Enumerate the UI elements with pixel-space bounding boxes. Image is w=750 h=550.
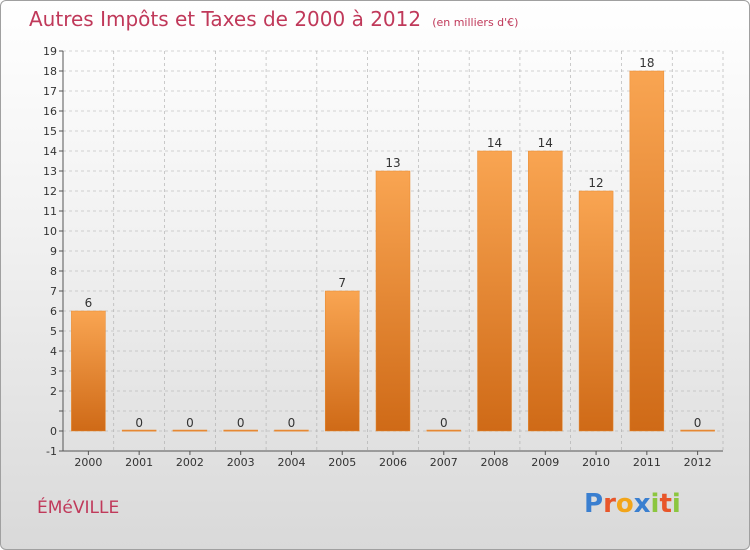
- y-tick-label: 14: [43, 145, 57, 158]
- logo-letter: P: [584, 489, 604, 519]
- commune-name: ÉMéVILLE: [37, 498, 120, 518]
- y-tick-label: 15: [43, 125, 57, 138]
- data-label: 14: [487, 136, 502, 150]
- x-tick-label: 2012: [684, 456, 712, 469]
- x-tick-label: 2001: [125, 456, 153, 469]
- proxiti-logo: Proxiti: [584, 489, 681, 519]
- data-label: 18: [639, 56, 654, 70]
- y-tick-label: 2: [50, 385, 57, 398]
- x-tick-label: 2008: [481, 456, 509, 469]
- y-tick-label: 17: [43, 85, 57, 98]
- data-label: 12: [588, 176, 603, 190]
- logo-letter: r: [603, 489, 616, 519]
- y-tick-label: 10: [43, 225, 57, 238]
- y-tick-label: 4: [50, 345, 57, 358]
- y-tick-label: 13: [43, 165, 57, 178]
- x-tick-label: 2005: [328, 456, 356, 469]
- x-tick-label: 2000: [74, 456, 102, 469]
- x-tick-label: 2006: [379, 456, 407, 469]
- y-tick-label: 7: [50, 285, 57, 298]
- data-label: 14: [538, 136, 553, 150]
- y-tick-label: 0: [50, 425, 57, 438]
- data-label: 0: [440, 416, 448, 430]
- chart-title-row: Autres Impôts et Taxes de 2000 à 2012 (e…: [29, 7, 518, 31]
- data-label: 0: [135, 416, 143, 430]
- bar: [375, 170, 411, 432]
- bar: [71, 310, 106, 432]
- bar: [426, 429, 462, 432]
- y-tick-label: 6: [50, 305, 57, 318]
- x-tick-label: 2011: [633, 456, 661, 469]
- y-tick-label: -1: [46, 445, 57, 458]
- logo-letter: i: [671, 489, 681, 519]
- x-tick-label: 2009: [531, 456, 559, 469]
- logo-letter: x: [633, 489, 651, 519]
- x-tick-label: 2007: [430, 456, 458, 469]
- data-label: 0: [186, 416, 194, 430]
- x-tick-label: 2010: [582, 456, 610, 469]
- data-label: 6: [85, 296, 93, 310]
- bar: [528, 150, 563, 432]
- x-tick-label: 2003: [227, 456, 255, 469]
- bar: [324, 290, 360, 432]
- y-tick-label: 18: [43, 65, 57, 78]
- chart-title: Autres Impôts et Taxes de 2000 à 2012: [29, 7, 422, 31]
- data-label: 7: [338, 276, 346, 290]
- bar: [477, 150, 512, 432]
- y-tick-label: 16: [43, 105, 57, 118]
- x-tick-label: 2002: [176, 456, 204, 469]
- logo-letter: o: [615, 489, 634, 519]
- y-tick-label: 8: [50, 265, 57, 278]
- data-label: 0: [237, 416, 245, 430]
- logo-letter: t: [659, 489, 672, 519]
- bar: [274, 429, 309, 432]
- bar: [223, 429, 258, 432]
- bar: [680, 429, 715, 432]
- y-tick-label: 12: [43, 185, 57, 198]
- data-label: 0: [288, 416, 296, 430]
- data-label: 13: [385, 156, 400, 170]
- bar: [121, 429, 157, 432]
- bar: [172, 429, 208, 432]
- chart-unit: (en milliers d'€): [432, 16, 519, 29]
- logo-letter: i: [650, 489, 660, 519]
- y-tick-label: 3: [50, 365, 57, 378]
- y-tick-label: 5: [50, 325, 57, 338]
- y-tick-label: 19: [43, 45, 57, 58]
- bar: [578, 190, 614, 432]
- y-tick-label: 9: [50, 245, 57, 258]
- y-tick-label: 11: [43, 205, 57, 218]
- bar: [629, 70, 665, 432]
- data-label: 0: [694, 416, 702, 430]
- x-tick-label: 2004: [277, 456, 305, 469]
